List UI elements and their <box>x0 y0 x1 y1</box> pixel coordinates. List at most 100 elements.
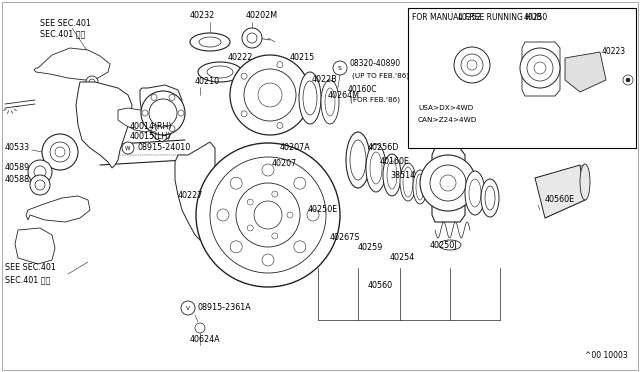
Text: 40560E: 40560E <box>545 196 575 205</box>
Text: 40223: 40223 <box>602 48 626 57</box>
Text: 40533: 40533 <box>5 144 30 153</box>
Circle shape <box>294 177 306 189</box>
Circle shape <box>122 142 134 154</box>
Circle shape <box>272 191 278 197</box>
Circle shape <box>247 33 257 43</box>
Circle shape <box>241 111 247 117</box>
Polygon shape <box>15 228 55 264</box>
Circle shape <box>247 199 253 205</box>
Text: 40210: 40210 <box>195 77 220 87</box>
Circle shape <box>333 61 347 75</box>
Text: 4022B: 4022B <box>312 76 338 84</box>
Ellipse shape <box>346 132 370 188</box>
Text: 08320-40890: 08320-40890 <box>350 60 401 68</box>
Polygon shape <box>175 142 215 240</box>
Circle shape <box>86 76 98 88</box>
Polygon shape <box>535 165 585 218</box>
Ellipse shape <box>199 37 221 47</box>
Text: 38514: 38514 <box>390 170 415 180</box>
Circle shape <box>299 92 305 98</box>
Circle shape <box>35 180 45 190</box>
Text: 40250E: 40250E <box>308 205 339 215</box>
Text: 40254: 40254 <box>390 253 415 263</box>
Ellipse shape <box>439 240 461 250</box>
Circle shape <box>242 28 262 48</box>
Text: W: W <box>125 145 131 151</box>
Ellipse shape <box>207 66 233 78</box>
Text: 40014(RH): 40014(RH) <box>130 122 173 131</box>
Polygon shape <box>76 82 132 168</box>
Circle shape <box>55 147 65 157</box>
Circle shape <box>230 177 242 189</box>
Circle shape <box>241 73 247 79</box>
Circle shape <box>430 165 466 201</box>
Bar <box>408 8 636 148</box>
Ellipse shape <box>303 81 317 115</box>
Ellipse shape <box>416 174 424 200</box>
Text: 40259: 40259 <box>358 244 383 253</box>
Ellipse shape <box>325 88 335 116</box>
Circle shape <box>262 254 274 266</box>
Polygon shape <box>432 148 465 222</box>
Circle shape <box>440 175 456 191</box>
Circle shape <box>254 201 282 229</box>
Circle shape <box>149 99 177 127</box>
Circle shape <box>307 209 319 221</box>
Ellipse shape <box>198 62 242 82</box>
Text: 40207: 40207 <box>272 158 297 167</box>
Text: 40160C: 40160C <box>348 84 378 93</box>
Polygon shape <box>118 108 155 132</box>
Text: 40160E: 40160E <box>380 157 410 167</box>
Ellipse shape <box>400 163 416 201</box>
Text: 40252: 40252 <box>458 13 482 22</box>
Polygon shape <box>522 42 560 96</box>
Circle shape <box>230 241 242 253</box>
Polygon shape <box>140 85 182 142</box>
Text: S: S <box>338 65 342 71</box>
Text: 08915-2361A: 08915-2361A <box>198 304 252 312</box>
Ellipse shape <box>580 164 590 200</box>
Text: 40250: 40250 <box>524 13 548 22</box>
Text: 40560: 40560 <box>367 280 392 289</box>
Ellipse shape <box>465 171 485 215</box>
Circle shape <box>142 110 148 116</box>
Text: 40015(LH): 40015(LH) <box>130 132 172 141</box>
Text: 40222: 40222 <box>228 54 253 62</box>
Circle shape <box>181 301 195 315</box>
Text: 40250J: 40250J <box>430 241 458 250</box>
Text: SEE SEC.401: SEE SEC.401 <box>5 263 56 273</box>
Text: 40267S: 40267S <box>330 232 360 241</box>
Circle shape <box>287 212 293 218</box>
Text: CAN>Z24>4WD: CAN>Z24>4WD <box>418 117 477 123</box>
Circle shape <box>467 60 477 70</box>
Ellipse shape <box>370 152 382 184</box>
Text: 40215: 40215 <box>290 54 316 62</box>
Ellipse shape <box>485 186 495 210</box>
Text: ^00 10003: ^00 10003 <box>585 351 628 360</box>
Ellipse shape <box>366 144 386 192</box>
Text: 40588: 40588 <box>5 176 30 185</box>
Text: 40264M: 40264M <box>328 92 360 100</box>
Text: SEC.401 参照: SEC.401 参照 <box>40 29 85 38</box>
Text: SEC.401 参照: SEC.401 参照 <box>5 276 51 285</box>
Polygon shape <box>26 196 90 222</box>
Circle shape <box>196 143 340 287</box>
Circle shape <box>626 78 630 82</box>
Circle shape <box>230 55 310 135</box>
Ellipse shape <box>190 33 230 51</box>
Circle shape <box>454 47 490 83</box>
Circle shape <box>217 209 229 221</box>
Circle shape <box>262 164 274 176</box>
Ellipse shape <box>383 154 401 196</box>
Ellipse shape <box>387 161 397 189</box>
Text: USA>DX>4WD: USA>DX>4WD <box>418 105 473 111</box>
Circle shape <box>195 323 205 333</box>
Text: SEE SEC.401: SEE SEC.401 <box>40 19 91 28</box>
Text: 40227: 40227 <box>178 190 204 199</box>
Ellipse shape <box>299 72 321 124</box>
Polygon shape <box>34 48 110 80</box>
Circle shape <box>461 54 483 76</box>
Circle shape <box>151 94 157 100</box>
Circle shape <box>258 83 282 107</box>
Circle shape <box>169 126 175 132</box>
